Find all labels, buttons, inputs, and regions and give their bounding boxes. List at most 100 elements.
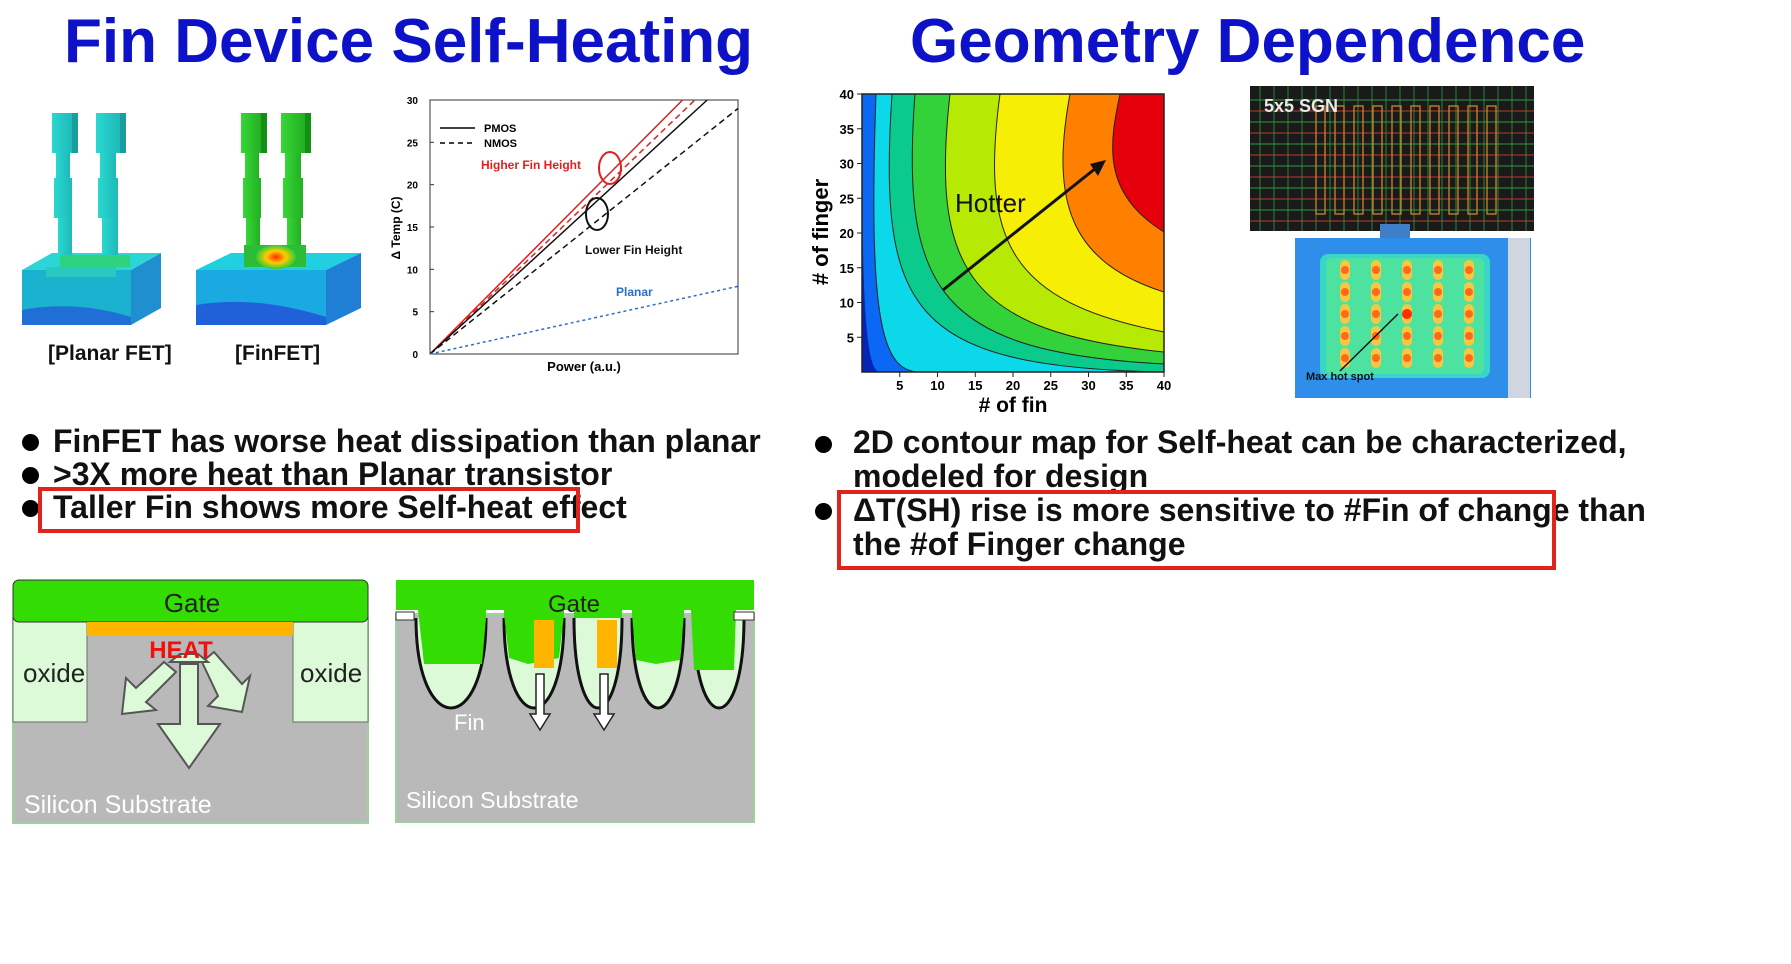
bullet-dot: [22, 500, 39, 517]
finfet-caption: [FinFET]: [235, 342, 321, 365]
series-line-0: [429, 99, 684, 355]
x-tick-label: 40: [1157, 378, 1171, 393]
x-tick-label: 25: [1044, 378, 1058, 393]
hot-spot: [1372, 354, 1380, 362]
legend-nmos: NMOS: [484, 138, 517, 150]
annotation-lower-fin: Lower Fin Height: [585, 243, 682, 257]
bullet-dot: [22, 434, 39, 451]
sgn-finger: [1467, 105, 1478, 215]
oxide-right-label: oxide: [300, 658, 362, 688]
y-tick-label: 25: [840, 191, 854, 206]
hot-spot: [1372, 310, 1380, 318]
contour-ylabel: # of finger: [808, 178, 833, 285]
oxide-left-label: oxide: [23, 658, 85, 688]
sgn-finger: [1372, 105, 1383, 215]
heat-label: HEAT: [149, 637, 213, 664]
sgn-label: 5x5 SGN: [1264, 96, 1338, 116]
contour-xlabel: # of fin: [979, 394, 1048, 417]
hot-spot: [1465, 288, 1473, 296]
hot-spot: [1403, 288, 1411, 296]
hot-spot: [1341, 310, 1349, 318]
hot-spot: [1465, 310, 1473, 318]
left-bullet-3: Taller Fin shows more Self-heat effect: [53, 489, 627, 525]
y-tick-label: 30: [840, 157, 854, 172]
hot-spot: [1341, 354, 1349, 362]
hot-spot: [1465, 332, 1473, 340]
hot-spot: [1341, 266, 1349, 274]
y-tick-label: 15: [840, 261, 854, 276]
temp-vs-power-chart: 0 5 10 15 20 25 30 PMOS NMOS Higher Fin Height…: [389, 96, 739, 374]
higher-fin-circle: [598, 151, 622, 185]
x-tick-label: 10: [930, 378, 944, 393]
hot-spot: [1434, 354, 1442, 362]
fin-substrate-label: Silicon Substrate: [406, 787, 579, 813]
hot-spot: [1341, 332, 1349, 340]
y-tick-label: 0: [412, 350, 418, 361]
y-tick-label: 20: [840, 226, 854, 241]
hot-spot: [1465, 266, 1473, 274]
hot-spot: [1402, 309, 1412, 319]
sgn-finger: [1334, 105, 1345, 215]
series-line-4: [429, 285, 739, 355]
hot-spot: [1403, 266, 1411, 274]
hot-spot: [1372, 266, 1380, 274]
sgn-finger: [1429, 105, 1440, 215]
planar-cross-section: HEAT Gate oxide oxide Silicon Substrate: [12, 579, 369, 824]
y-tick-label: 15: [407, 223, 419, 234]
planar-substrate-label: Silicon Substrate: [24, 791, 212, 819]
hot-spot: [1341, 288, 1349, 296]
sgn-finger: [1486, 105, 1497, 215]
right-bullet-1-line2: modeled for design: [853, 458, 1149, 494]
sgn-finger: [1353, 105, 1364, 215]
right-title: Geometry Dependence: [910, 7, 1586, 76]
sgn-finger: [1315, 105, 1326, 215]
x-tick-label: 35: [1119, 378, 1133, 393]
highlight-box-left: [38, 487, 580, 533]
hot-spot: [1434, 332, 1442, 340]
series-line-2: [429, 99, 708, 355]
hot-spot: [1372, 288, 1380, 296]
chart-xlabel: Power (a.u.): [547, 359, 621, 374]
hot-spot: [1403, 354, 1411, 362]
series-line-3: [429, 107, 739, 355]
hot-spot: [1465, 354, 1473, 362]
hot-spot: [1434, 288, 1442, 296]
y-tick-label: 10: [840, 296, 854, 311]
y-tick-label: 40: [840, 87, 854, 102]
planar-fet-caption: [Planar FET]: [48, 342, 172, 365]
sgn-finger: [1410, 105, 1421, 215]
right-bullet-2-line1: ΔT(SH) rise is more sensitive to #Fin of…: [853, 492, 1646, 528]
left-bullet-2: >3X more heat than Planar transistor: [53, 456, 613, 492]
y-tick-label: 5: [412, 308, 418, 319]
bullet-dot: [815, 436, 832, 453]
x-tick-label: 20: [1006, 378, 1020, 393]
sgn-finger: [1391, 105, 1402, 215]
right-bullet-2-line2: the #of Finger change: [853, 526, 1186, 562]
chart-legend: PMOS NMOS: [440, 123, 517, 150]
bullet-dot: [815, 503, 832, 520]
fin-label: Fin: [454, 710, 485, 735]
legend-pmos: PMOS: [484, 123, 516, 135]
annotation-higher-fin: Higher Fin Height: [481, 158, 581, 172]
right-bullet-1-line1: 2D contour map for Self-heat can be char…: [853, 424, 1627, 460]
y-tick-label: 30: [407, 96, 419, 107]
lower-fin-circle: [585, 197, 609, 231]
left-bullet-1: FinFET has worse heat dissipation than p…: [53, 423, 761, 459]
hot-spot: [1403, 332, 1411, 340]
device-3d-renders: [22, 113, 361, 325]
y-tick-label: 20: [407, 181, 419, 192]
fin-gate-label: Gate: [548, 591, 600, 618]
finfet-render: [196, 113, 361, 325]
x-tick-label: 15: [968, 378, 982, 393]
hotspot-label: Max hot spot: [1306, 371, 1374, 383]
left-title: Fin Device Self-Heating: [64, 7, 754, 76]
y-tick-label: 35: [840, 122, 854, 137]
hot-spot: [1434, 266, 1442, 274]
x-tick-label: 5: [896, 378, 903, 393]
chart-ylabel: Δ Temp (C): [389, 196, 403, 259]
x-tick-label: 30: [1081, 378, 1095, 393]
planar-fet-render: [22, 113, 161, 325]
hotter-label: Hotter: [955, 188, 1026, 218]
planar-gate-label: Gate: [164, 588, 220, 618]
highlight-box-right: [837, 490, 1556, 570]
